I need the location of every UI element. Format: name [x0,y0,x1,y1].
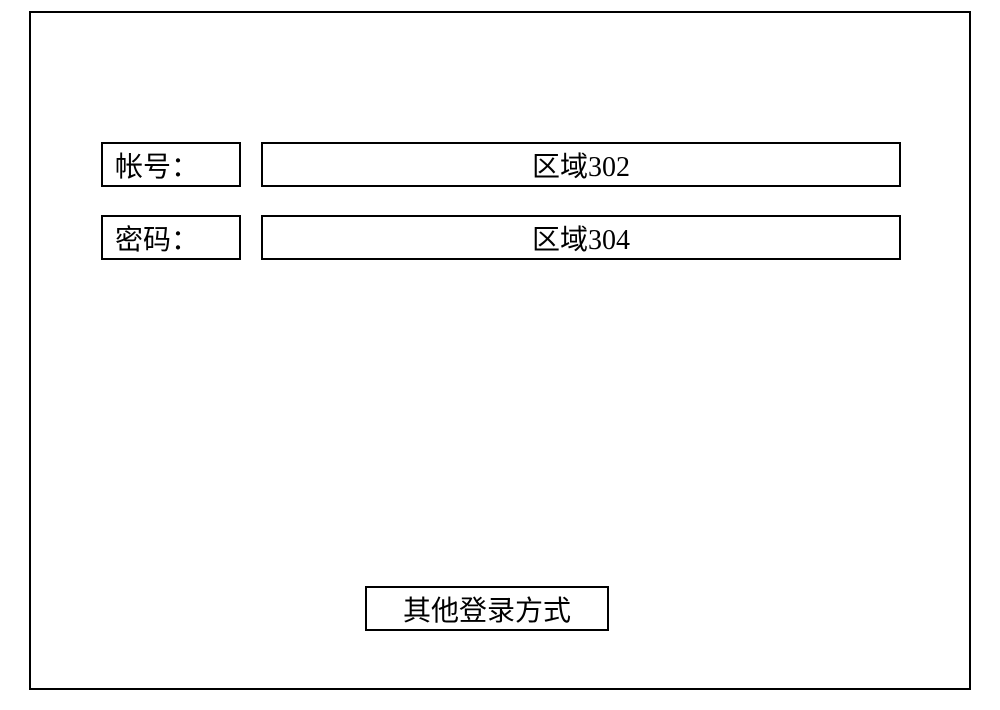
account-field-text: 区域302 [532,145,630,185]
login-panel-frame: 帐号： 区域302 密码： 区域304 其他登录方式 [29,11,971,690]
password-field-box[interactable]: 区域304 [261,215,901,260]
account-field-box[interactable]: 区域302 [261,142,901,187]
account-label: 帐号： [115,145,199,185]
account-row: 帐号： 区域302 [101,142,901,187]
password-label-box: 密码： [101,215,241,260]
account-label-box: 帐号： [101,142,241,187]
other-login-label: 其他登录方式 [403,589,571,629]
password-row: 密码： 区域304 [101,215,901,260]
password-field-text: 区域304 [532,218,630,258]
other-login-button[interactable]: 其他登录方式 [365,586,609,631]
password-label: 密码： [115,218,199,258]
